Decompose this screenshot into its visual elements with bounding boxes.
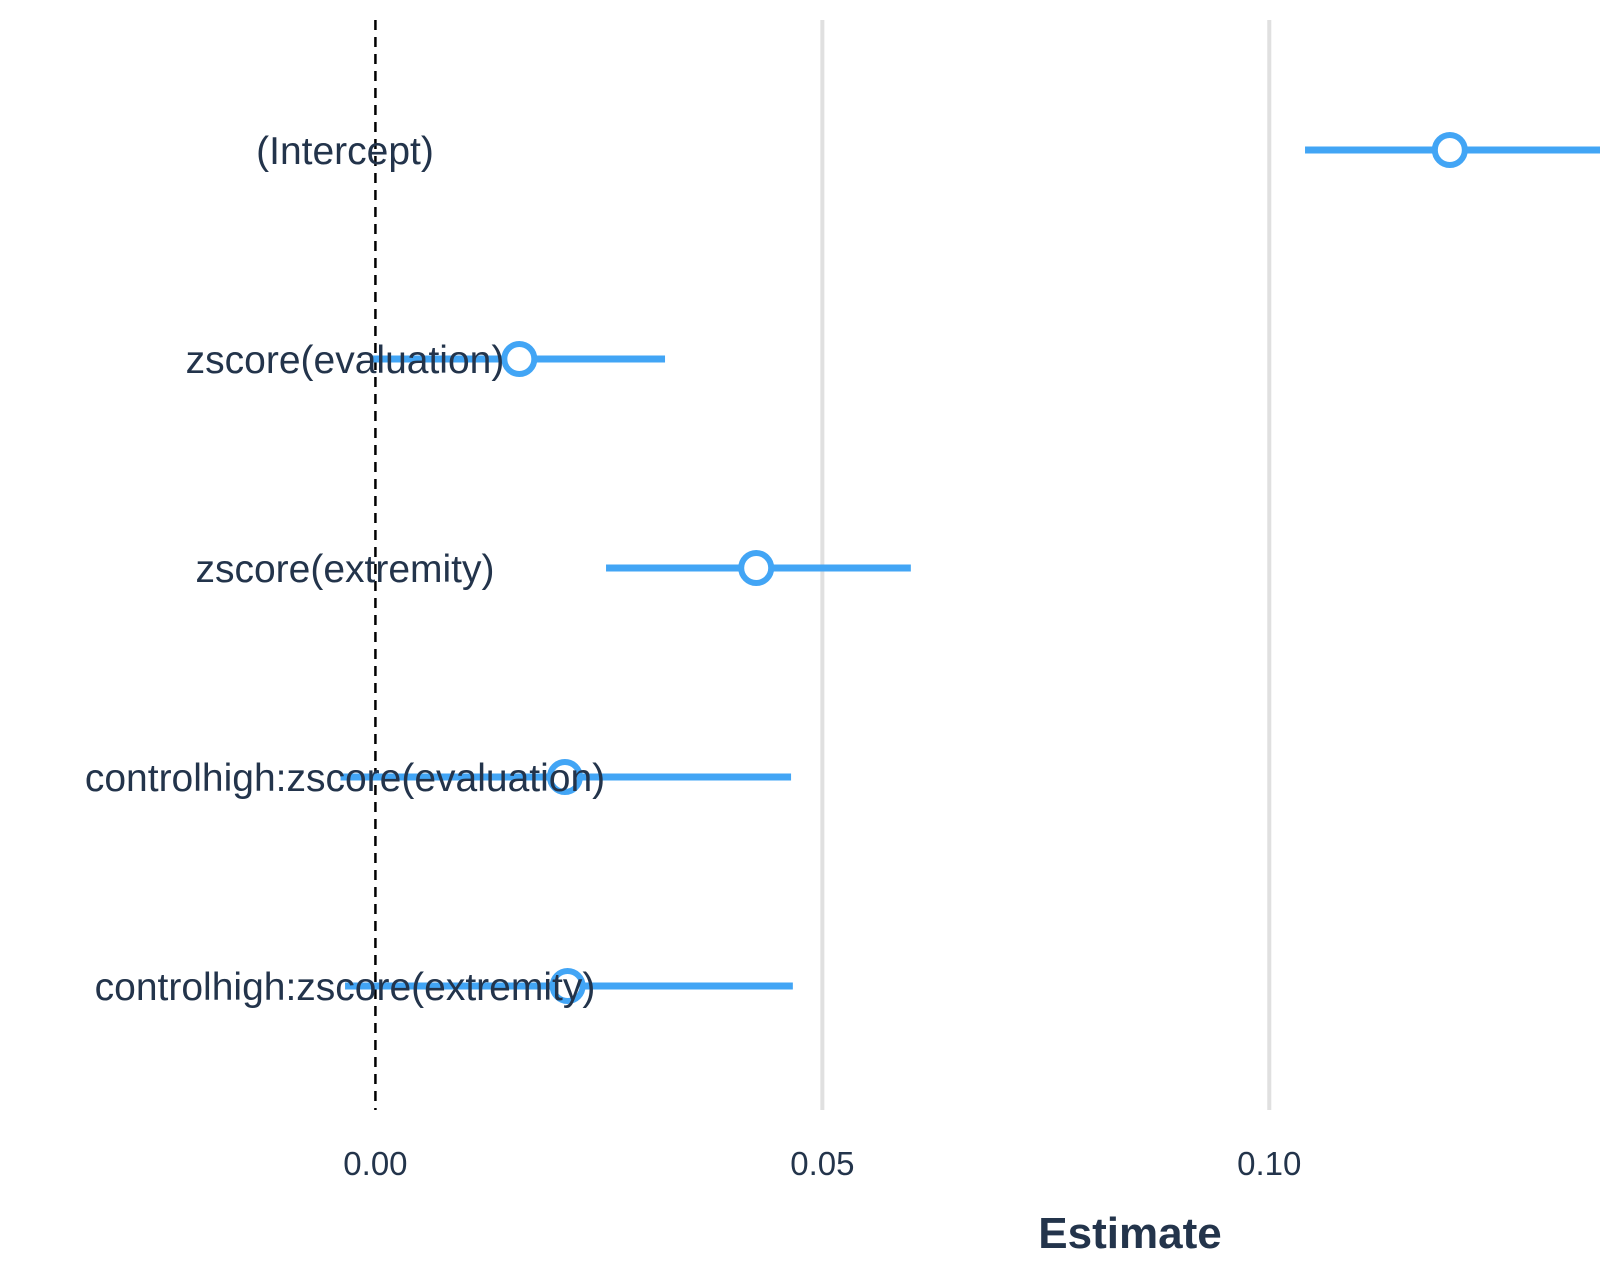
estimate-point xyxy=(546,759,583,795)
x-tick-labels: 0.00 0.05 0.10 xyxy=(343,1145,1301,1182)
x-tick-label: 0.00 xyxy=(343,1145,407,1182)
estimate-point xyxy=(549,968,586,1004)
term-labels: (Intercept) zscore(evaluation) zscore(extr… xyxy=(85,130,605,1009)
term-label: (Intercept) xyxy=(256,130,434,173)
estimate-point xyxy=(1431,132,1468,168)
term-label: controlhigh:zscore(extremity) xyxy=(95,966,596,1009)
coefficient-marks xyxy=(340,132,1600,1004)
term-label: zscore(extremity) xyxy=(195,548,494,591)
x-axis-title: Estimate xyxy=(1038,1209,1221,1258)
estimate-point xyxy=(501,341,538,377)
estimate-point xyxy=(738,550,775,586)
x-tick-label: 0.10 xyxy=(1237,1145,1301,1182)
x-tick-label: 0.05 xyxy=(790,1145,854,1182)
term-label: zscore(evaluation) xyxy=(186,339,505,382)
term-label: controlhigh:zscore(evaluation) xyxy=(85,757,605,800)
